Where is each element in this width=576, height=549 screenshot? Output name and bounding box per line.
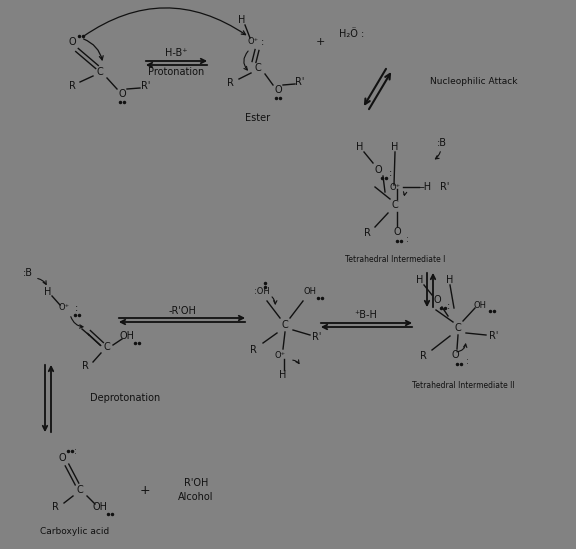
Text: OH: OH xyxy=(93,502,108,512)
Text: :: : xyxy=(74,446,77,456)
Text: R': R' xyxy=(490,331,499,341)
Text: H: H xyxy=(44,287,52,297)
Text: Deprotonation: Deprotonation xyxy=(90,393,160,403)
Text: O: O xyxy=(58,453,66,463)
Text: :B: :B xyxy=(23,268,33,278)
Text: O⁺: O⁺ xyxy=(274,350,286,360)
Text: Nucleophilic Attack: Nucleophilic Attack xyxy=(430,77,517,87)
Text: R: R xyxy=(82,361,89,371)
Text: O: O xyxy=(118,89,126,99)
Text: C: C xyxy=(255,63,262,73)
Text: :: : xyxy=(406,234,408,244)
Text: H-B⁺: H-B⁺ xyxy=(165,48,187,58)
Text: :: : xyxy=(74,303,78,313)
Text: :: : xyxy=(448,301,450,311)
Text: R: R xyxy=(69,81,75,91)
Text: H: H xyxy=(391,142,399,152)
Text: C: C xyxy=(77,485,84,495)
Text: :B: :B xyxy=(437,138,447,148)
Text: R: R xyxy=(249,345,256,355)
Text: O⁺: O⁺ xyxy=(58,304,70,312)
Text: R: R xyxy=(363,228,370,238)
Text: +: + xyxy=(315,37,325,47)
Text: O: O xyxy=(451,350,459,360)
Text: R'OH: R'OH xyxy=(184,478,208,488)
Text: OH: OH xyxy=(304,288,316,296)
Text: C: C xyxy=(97,67,103,77)
Text: H: H xyxy=(238,15,246,25)
Text: O: O xyxy=(374,165,382,175)
Text: C: C xyxy=(282,320,289,330)
Text: C: C xyxy=(104,342,111,352)
Text: R': R' xyxy=(141,81,151,91)
Text: Ester: Ester xyxy=(245,113,271,123)
Text: —H: —H xyxy=(415,182,431,192)
Text: Carboxylic acid: Carboxylic acid xyxy=(40,528,109,536)
Text: H: H xyxy=(416,275,424,285)
Text: :OH: :OH xyxy=(254,288,270,296)
Text: Tetrahedral Intermediate I: Tetrahedral Intermediate I xyxy=(345,255,445,265)
Text: O: O xyxy=(68,37,76,47)
Text: :: : xyxy=(465,357,468,367)
Text: O: O xyxy=(274,85,282,95)
Text: :: : xyxy=(388,168,392,178)
Text: H: H xyxy=(357,142,363,152)
Text: H: H xyxy=(446,275,454,285)
Text: R: R xyxy=(226,78,233,88)
Text: R': R' xyxy=(312,332,321,342)
Text: O: O xyxy=(433,295,441,305)
Text: C: C xyxy=(454,323,461,333)
Text: R': R' xyxy=(295,77,305,87)
Text: Alcohol: Alcohol xyxy=(178,492,214,502)
Text: ⁺B-H: ⁺B-H xyxy=(355,310,377,320)
Text: H: H xyxy=(279,370,287,380)
Text: O: O xyxy=(393,227,401,237)
Text: R: R xyxy=(419,351,426,361)
Text: O⁺: O⁺ xyxy=(248,37,259,47)
Text: :: : xyxy=(260,37,264,47)
Text: Protonation: Protonation xyxy=(148,67,204,77)
Text: Tetrahedral Intermediate II: Tetrahedral Intermediate II xyxy=(412,382,514,390)
Text: R': R' xyxy=(440,182,450,192)
Text: O⁺: O⁺ xyxy=(389,182,400,192)
Text: OH: OH xyxy=(473,301,487,311)
Text: R: R xyxy=(52,502,58,512)
Text: C: C xyxy=(392,200,399,210)
Text: -R'OH: -R'OH xyxy=(168,306,196,316)
Text: OH: OH xyxy=(119,331,135,341)
Text: +: + xyxy=(140,484,150,496)
Text: H₂Ö :: H₂Ö : xyxy=(339,29,365,39)
